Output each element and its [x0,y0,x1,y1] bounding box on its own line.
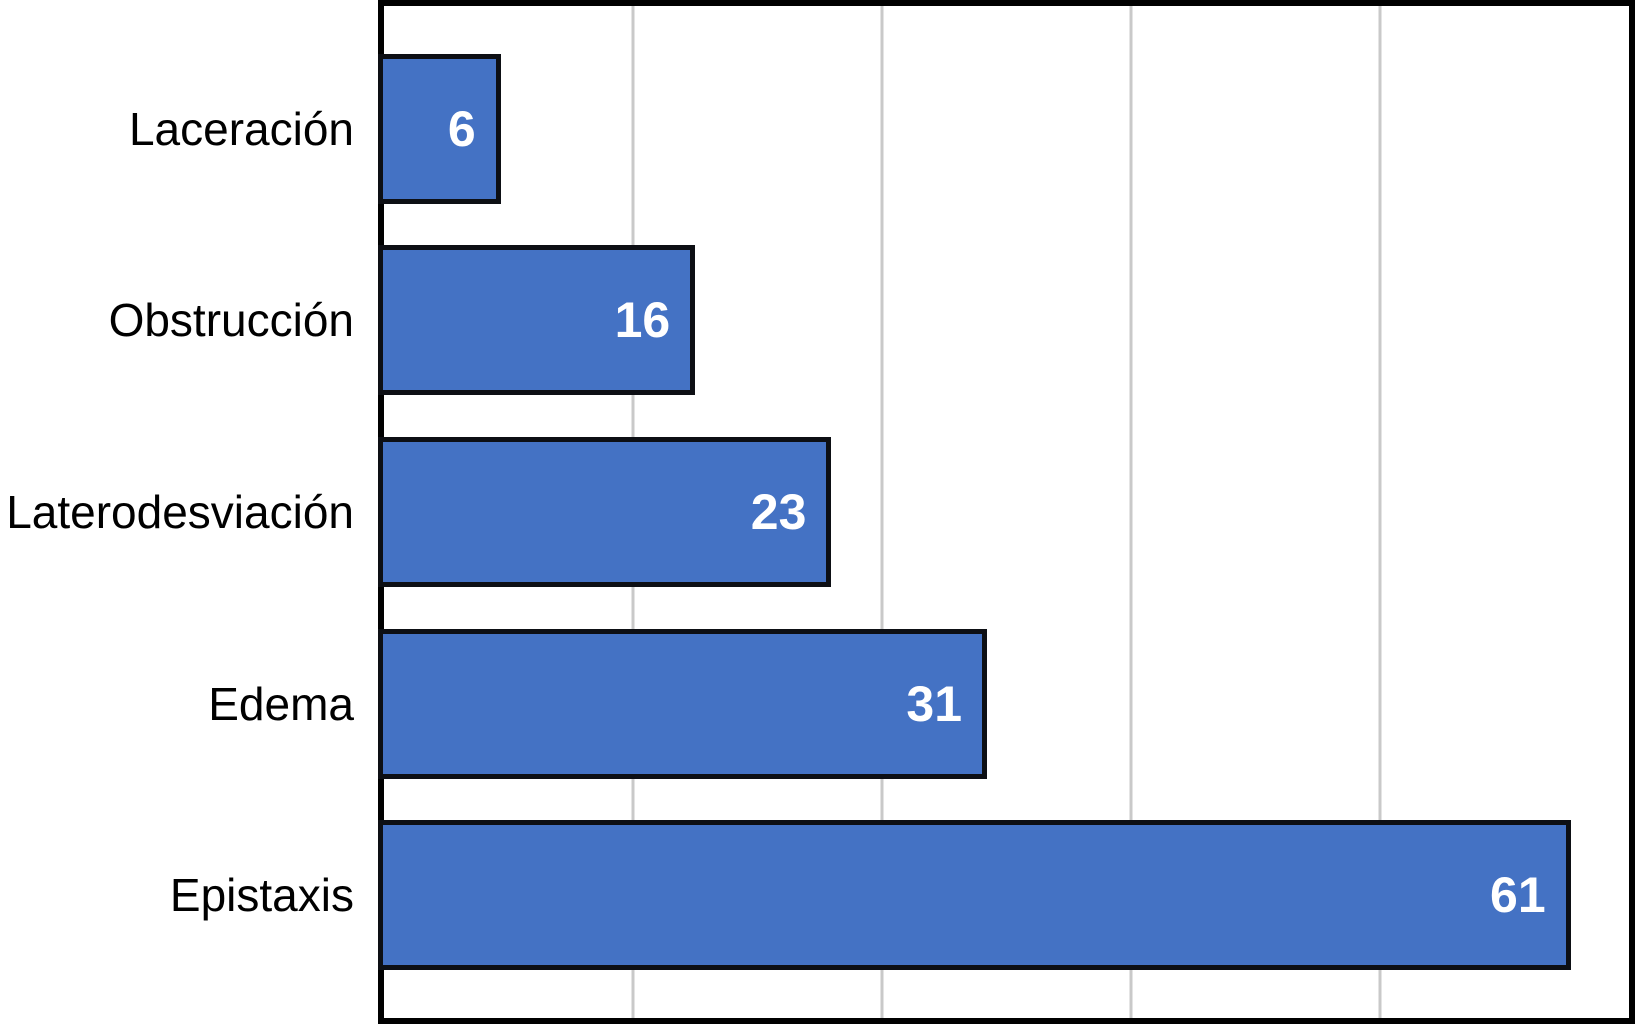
category-label: Obstrucción [108,294,354,347]
category-label-row: Obstrucción [0,225,378,417]
category-label-row: Laceración [0,33,378,225]
gridline [1129,6,1133,1018]
category-label: Laterodesviación [6,485,354,538]
bar-value-label: 23 [750,483,807,540]
bar: 23 [378,436,832,587]
category-label-row: Epistaxis [0,799,378,991]
bar-row: 6 [378,33,1629,225]
bar-value-label: 16 [614,292,671,349]
bar: 16 [378,245,696,396]
category-label: Laceración [128,102,354,155]
gridline [880,6,884,1018]
bar-value-label: 31 [906,675,963,732]
bar: 6 [378,53,501,204]
bar-row: 16 [378,225,1629,417]
category-label-row: Laterodesviación [0,416,378,608]
bar-value-label: 61 [1490,867,1546,924]
bar: 61 [378,820,1571,971]
plot-area: 6 16 23 31 61 [378,0,1635,1024]
category-axis: Laceración Obstrucción Laterodesviación … [0,0,378,1024]
category-label: Epistaxis [169,869,354,922]
bar-row: 31 [378,608,1629,800]
bar-row: 23 [378,416,1629,608]
bar: 31 [378,628,988,779]
category-label: Edema [208,677,354,730]
bars-layer: 6 16 23 31 61 [378,6,1629,1018]
gridline [1378,6,1382,1018]
bar-row: 61 [378,799,1629,991]
bar-value-label: 6 [447,100,476,157]
category-label-row: Edema [0,608,378,800]
